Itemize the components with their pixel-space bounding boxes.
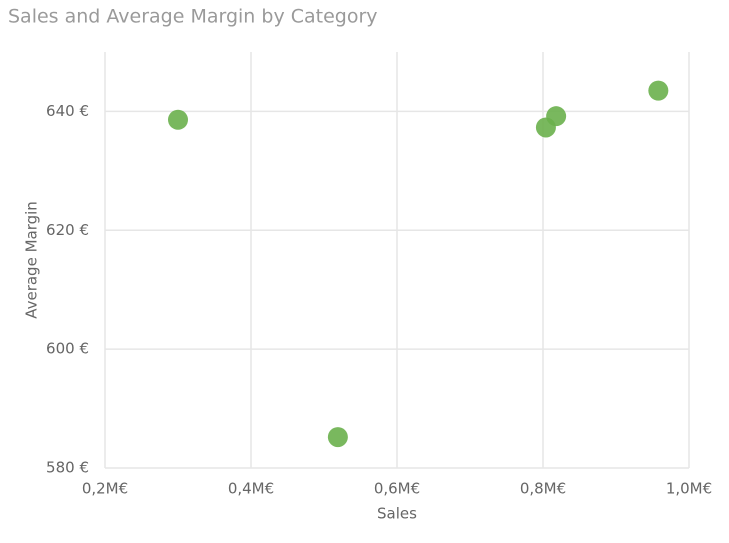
x-tick-label: 1,0M€ [666, 480, 712, 498]
point [648, 80, 669, 101]
x-tick-label: 0,2M€ [82, 480, 128, 498]
x-tick-label: 0,4M€ [228, 480, 274, 498]
y-tick-label: 600 € [46, 340, 89, 358]
x-axis-title: Sales [377, 505, 417, 523]
point [168, 109, 188, 130]
point [327, 427, 348, 448]
point [546, 106, 567, 127]
x-tick-label: 0,6M€ [374, 480, 420, 498]
x-tick-label: 0,8M€ [520, 480, 566, 498]
y-tick-label: 620 € [46, 221, 89, 239]
chart-title: Sales and Average Margin by Category [8, 6, 378, 28]
y-tick-label: 580 € [46, 459, 89, 477]
y-tick-label: 640 € [46, 102, 89, 120]
y-axis-title: Average Margin [23, 201, 41, 319]
